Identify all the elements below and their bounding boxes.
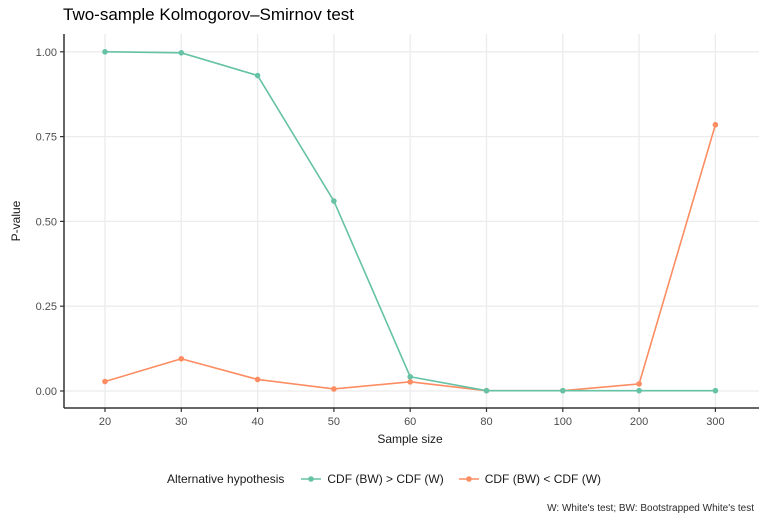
data-point-greater-x50 xyxy=(331,198,337,204)
data-point-less-x20 xyxy=(102,378,108,385)
data-point-greater-x80 xyxy=(483,387,490,394)
legend-key-line-dot-icon xyxy=(301,476,322,482)
legend-item-greater: CDF (BW) > CDF (W) xyxy=(300,472,444,486)
data-point-less-x200 xyxy=(636,381,642,387)
data-point-less-x30 xyxy=(178,355,185,362)
x-tick-label: 30 xyxy=(175,416,187,428)
x-tick-label: 100 xyxy=(554,416,572,428)
y-tick-label: 0.00 xyxy=(36,386,57,398)
data-point-greater-x60 xyxy=(407,373,414,380)
data-point-greater-x100 xyxy=(560,387,566,394)
x-tick-label: 200 xyxy=(630,416,648,428)
legend-label-less: CDF (BW) < CDF (W) xyxy=(484,472,602,486)
x-tick-label: 50 xyxy=(328,416,340,428)
y-tick-label: 0.25 xyxy=(36,301,57,313)
data-point-less-x50 xyxy=(331,386,337,392)
y-tick-label: 1.00 xyxy=(36,47,57,59)
y-tick-label: 0.50 xyxy=(36,216,57,228)
data-point-less-x60 xyxy=(407,379,414,385)
data-point-greater-x40 xyxy=(254,72,261,79)
legend-title: Alternative hypothesis xyxy=(166,472,285,486)
data-point-greater-x30 xyxy=(178,50,185,56)
data-point-greater-x300 xyxy=(712,387,719,394)
legend-item-less: CDF (BW) < CDF (W) xyxy=(458,472,601,486)
data-point-greater-x20 xyxy=(102,49,108,55)
y-tick-label: 0.75 xyxy=(36,132,57,144)
legend-key-line-dot-icon xyxy=(458,476,479,482)
x-tick-label: 300 xyxy=(706,416,724,428)
x-axis-title: Sample size xyxy=(377,432,443,446)
data-point-less-x40 xyxy=(254,376,261,383)
legend-label-greater: CDF (BW) > CDF (W) xyxy=(327,472,444,486)
x-tick-label: 80 xyxy=(480,416,492,428)
plot-title: Two-sample Kolmogorov–Smirnov test xyxy=(63,5,355,24)
y-axis-title: P-value xyxy=(9,200,23,242)
data-point-less-x300 xyxy=(712,121,719,128)
x-tick-label: 40 xyxy=(251,416,263,428)
data-point-greater-x200 xyxy=(636,387,642,394)
caption-note: W: White's test; BW: Bootstrapped White'… xyxy=(547,503,754,514)
x-tick-label: 60 xyxy=(404,416,416,428)
legend: Alternative hypothesis CDF (BW) > CDF (W… xyxy=(0,466,768,492)
x-tick-label: 20 xyxy=(99,416,111,428)
